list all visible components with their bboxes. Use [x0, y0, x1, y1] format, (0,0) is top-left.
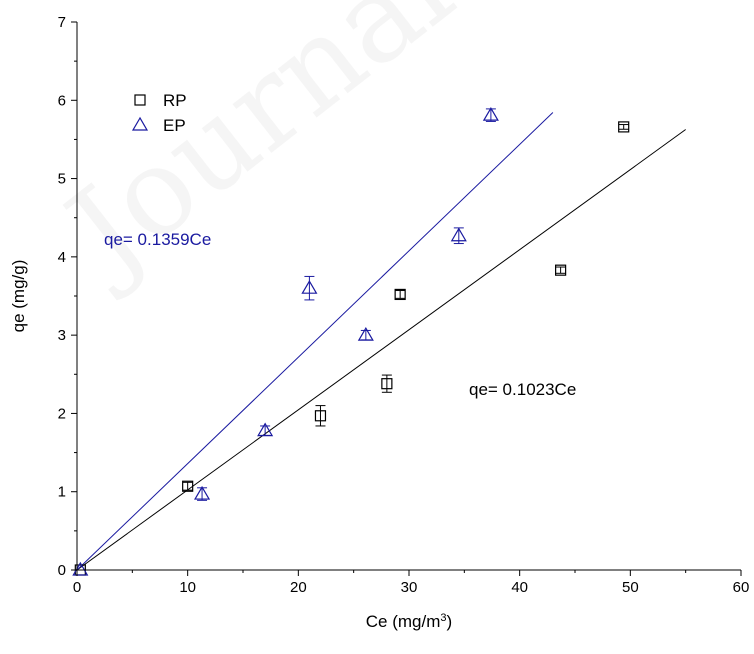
x-tick-label: 20	[290, 579, 307, 596]
rp-point	[314, 410, 327, 422]
x-axis-title: Ce (mg/m3)	[366, 612, 452, 631]
rp-equation-label: qe= 0.1023Ce	[469, 380, 576, 399]
rp-point	[381, 378, 393, 390]
x-tick-label: 10	[179, 579, 196, 596]
y-tick-label: 1	[58, 484, 66, 501]
rp-point	[182, 480, 194, 492]
ep-point	[482, 106, 499, 121]
x-tick-label: 0	[73, 579, 81, 596]
y-tick-label: 5	[58, 171, 66, 188]
y-tick-label: 3	[58, 327, 66, 344]
y-tick-label: 2	[58, 405, 66, 422]
y-tick-label: 0	[58, 562, 66, 579]
axes: 0 10 20 30 40 50 60 0 1 2 3 4 5 6 7	[58, 14, 750, 596]
x-tick-label: 50	[622, 579, 639, 596]
rp-point	[394, 288, 406, 301]
y-axis-title: qe (mg/g)	[9, 260, 28, 333]
annotations: qe= 0.1359Ce qe= 0.1023Ce	[104, 230, 576, 399]
fit-lines	[76, 112, 686, 571]
data-points	[72, 106, 630, 576]
x-tick-label: 40	[511, 579, 528, 596]
rp-point	[618, 121, 630, 133]
legend: RP EP	[131, 91, 187, 135]
ep-fit-line	[76, 112, 554, 571]
y-tick-label: 6	[58, 92, 66, 109]
legend-label-ep: EP	[163, 116, 186, 135]
ep-point	[357, 326, 374, 341]
rp-point	[555, 264, 567, 276]
legend-label-rp: RP	[163, 91, 187, 110]
ep-point	[131, 116, 149, 131]
ep-point	[194, 485, 211, 500]
x-tick-label: 30	[401, 579, 418, 596]
ep-point	[257, 422, 274, 437]
y-tick-label: 4	[58, 249, 66, 266]
ep-equation-label: qe= 0.1359Ce	[104, 230, 211, 249]
y-tick-label: 7	[58, 14, 66, 31]
rp-fit-line	[76, 129, 686, 571]
rp-point	[134, 94, 146, 106]
x-tick-label: 60	[733, 579, 750, 596]
ep-point	[450, 227, 467, 242]
ep-point	[301, 279, 318, 294]
